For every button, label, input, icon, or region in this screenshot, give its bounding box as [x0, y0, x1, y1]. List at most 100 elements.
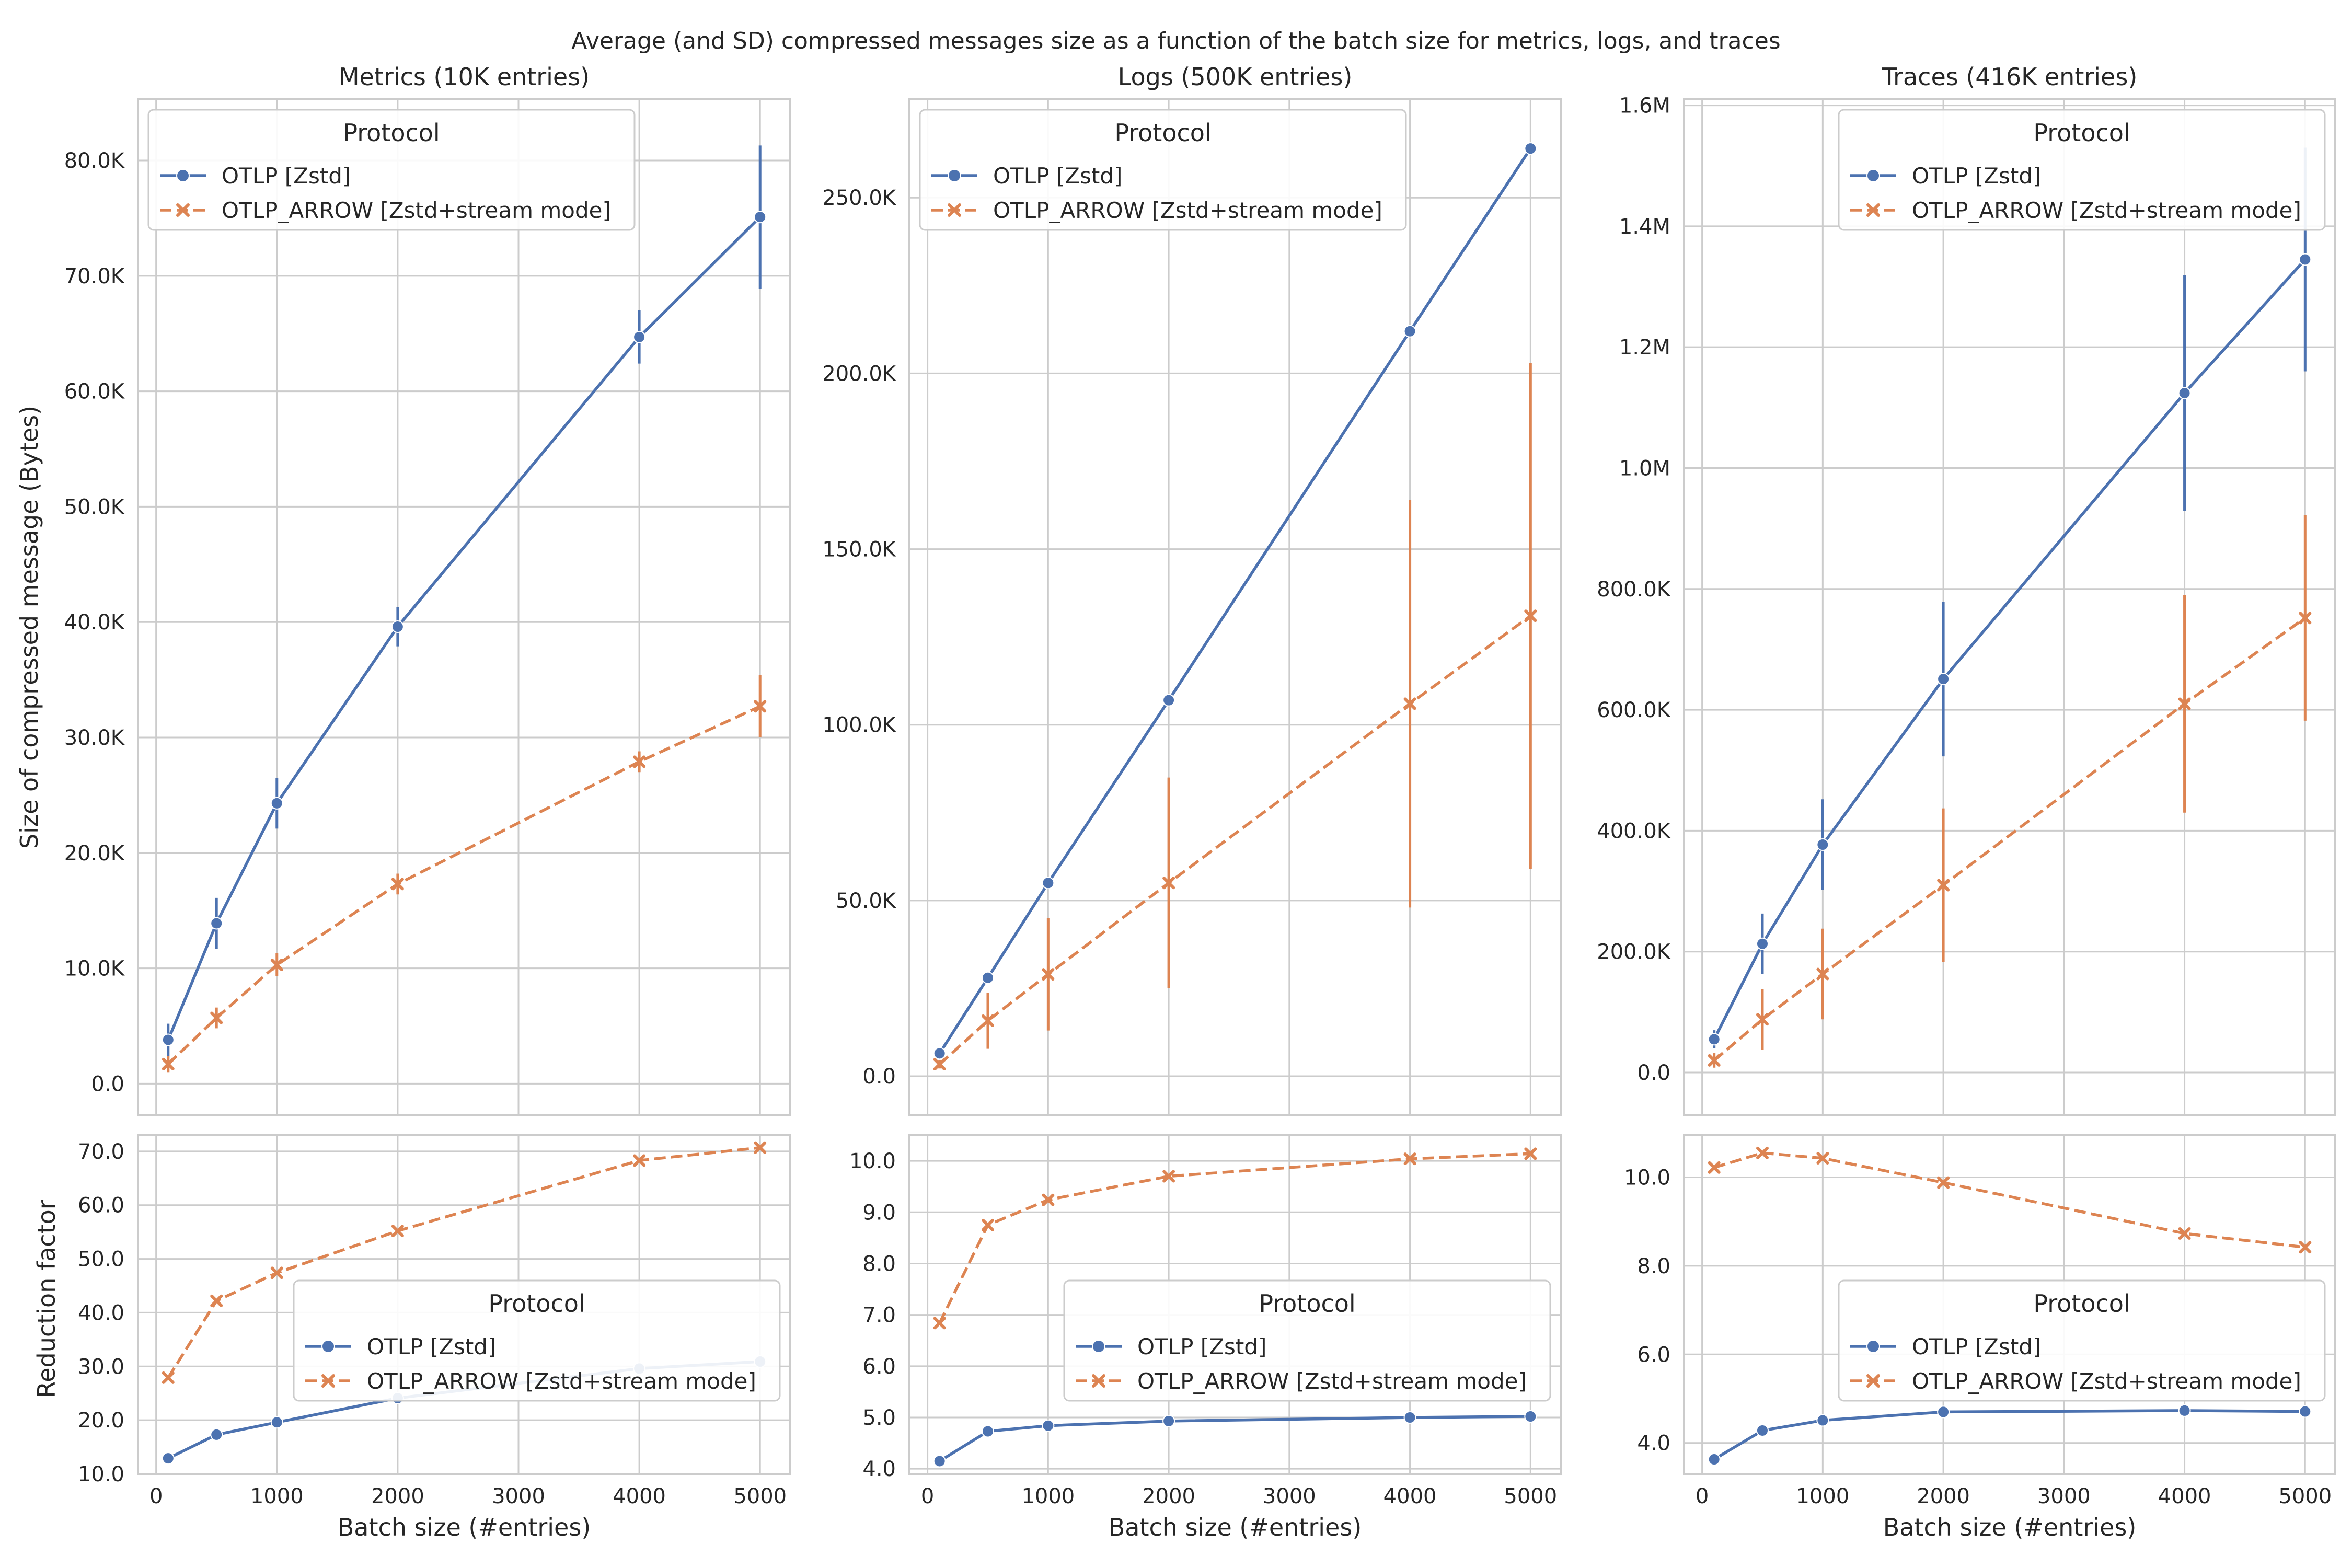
plot-area [138, 99, 790, 1115]
data-point [933, 1317, 946, 1330]
series-otlp-arrow [933, 363, 1537, 1071]
y-tick-label: 1.0M [1619, 456, 1670, 480]
plot-frame [137, 1134, 791, 1475]
data-point [981, 1218, 994, 1231]
series-line [939, 1415, 1531, 1462]
x-tick-label: 2000 [371, 1484, 424, 1508]
x-tick-label: 0 [921, 1484, 934, 1508]
legend-marker [1092, 1340, 1105, 1353]
y-tick-label: 400.0K [1597, 819, 1671, 843]
x-tick-label: 1000 [1796, 1484, 1849, 1508]
x-tick-label: 4000 [1383, 1484, 1437, 1508]
legend-label: OTLP [Zstd] [1912, 1334, 2041, 1359]
x-tick-label: 3000 [1263, 1484, 1316, 1508]
data-point [1524, 609, 1537, 622]
legend: Protocol OTLP [Zstd] OTLP_ARROW [Zstd+stre… [147, 109, 636, 231]
y-axis-label-reduction: Reduction factor [32, 1200, 61, 1398]
x-tick-label: 4000 [2158, 1484, 2211, 1508]
legend-title: Protocol [2033, 119, 2130, 147]
series-line [167, 216, 762, 1041]
y-tick-label: 1.6M [1619, 94, 1670, 118]
legend-label: OTLP_ARROW [Zstd+stream mode] [367, 1368, 756, 1394]
x-tick-label: 5000 [1504, 1484, 1557, 1508]
y-tick-label: 250.0K [822, 186, 897, 210]
data-point [1816, 1414, 1829, 1427]
series-line [1713, 1151, 2305, 1249]
data-point [1756, 1013, 1769, 1026]
x-tick-label: 1000 [1021, 1484, 1075, 1508]
legend-label: OTLP_ARROW [Zstd+stream mode] [1912, 198, 2301, 223]
panel-title: Metrics (10K entries) [339, 63, 590, 91]
data-point [1162, 1414, 1175, 1427]
data-point [1403, 1152, 1416, 1166]
data-point [210, 1011, 223, 1024]
x-tick-label: 2000 [1142, 1484, 1195, 1508]
y-tick-label: 600.0K [1597, 698, 1671, 722]
data-point [1042, 1193, 1055, 1206]
legend-box [919, 109, 1407, 231]
legend: Protocol OTLP [Zstd] OTLP_ARROW [Zstd+stre… [919, 109, 1407, 231]
y-tick-label: 30.0 [78, 1355, 124, 1379]
data-point [162, 1371, 175, 1384]
data-point [2178, 697, 2191, 710]
data-point [1937, 673, 1950, 686]
data-point [981, 1014, 994, 1027]
data-point [1042, 968, 1055, 981]
y-tick-label: 4.0 [1637, 1432, 1670, 1456]
legend: Protocol OTLP [Zstd] OTLP_ARROW [Zstd+stre… [293, 1279, 781, 1402]
y-tick-label: 8.0 [862, 1252, 896, 1276]
data-point [633, 1154, 646, 1167]
data-point [1937, 1176, 1950, 1189]
data-point [391, 620, 404, 633]
legend-label: OTLP_ARROW [Zstd+stream mode] [1912, 1368, 2301, 1394]
plot-frame [1683, 98, 2336, 1116]
y-tick-label: 10.0 [1624, 1166, 1670, 1190]
data-point [1162, 694, 1175, 707]
legend-label: OTLP_ARROW [Zstd+stream mode] [1137, 1368, 1527, 1394]
x-axis-label: Batch size (#entries) [1109, 1513, 1362, 1541]
y-tick-label: 0.0 [91, 1072, 124, 1096]
y-tick-label: 50.0K [836, 889, 897, 913]
panel-title: Traces (416K entries) [1882, 63, 2138, 91]
legend: Protocol OTLP [Zstd] OTLP_ARROW [Zstd+stre… [1838, 109, 2326, 231]
series-line [1713, 1409, 2305, 1461]
y-tick-label: 7.0 [862, 1304, 896, 1328]
data-point [754, 211, 767, 224]
x-tick-label: 1000 [250, 1484, 304, 1508]
y-tick-label: 60.0K [64, 380, 125, 404]
legend-label: OTLP_ARROW [Zstd+stream mode] [993, 198, 1382, 223]
data-point [391, 878, 404, 891]
x-tick-label: 5000 [733, 1484, 787, 1508]
x-tick-label: 5000 [2278, 1484, 2332, 1508]
series-line [1713, 617, 2306, 1062]
y-tick-label: 10.0K [64, 957, 125, 981]
data-point [1708, 1453, 1721, 1466]
y-tick-label: 40.0 [78, 1301, 124, 1325]
legend-box [1838, 109, 2326, 231]
series-otlp-arrow [933, 1147, 1537, 1330]
data-point [391, 1225, 404, 1238]
series-line [938, 615, 1531, 1066]
panel-logs-size: 0.0 50.0K 100.0K 150.0K 200.0K 250.0K Logs (50… [822, 63, 1562, 1116]
plot-frame [1683, 1134, 2336, 1475]
data-point [162, 1452, 175, 1465]
y-tick-label: 80.0K [64, 149, 125, 173]
data-point [1524, 1147, 1537, 1160]
legend: Protocol OTLP [Zstd] OTLP_ARROW [Zstd+stre… [1838, 1279, 2326, 1402]
legend-marker [1092, 1374, 1105, 1388]
legend-title: Protocol [1114, 119, 1211, 147]
y-tick-label: 10.0 [78, 1462, 124, 1486]
data-point [1403, 697, 1416, 710]
plot-frame [908, 1134, 1562, 1475]
data-point [1403, 325, 1416, 338]
legend-label: OTLP_ARROW [Zstd+stream mode] [222, 198, 611, 223]
legend-box [293, 1279, 781, 1402]
data-point [1162, 877, 1175, 890]
data-point [1816, 1152, 1829, 1165]
data-point [633, 330, 646, 343]
data-point [933, 1058, 946, 1071]
data-point [162, 1057, 175, 1070]
data-point [1524, 142, 1537, 155]
x-tick-label: 3000 [492, 1484, 545, 1508]
series-otlp [933, 1410, 1537, 1468]
